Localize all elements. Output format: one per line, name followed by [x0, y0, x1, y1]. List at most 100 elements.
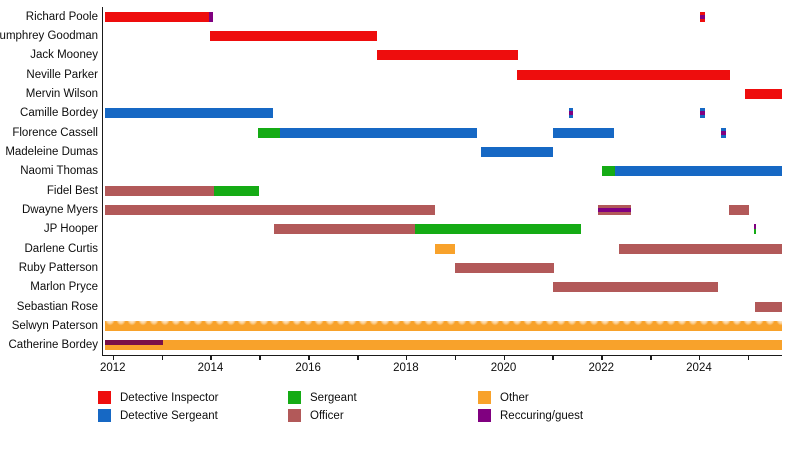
row-label: Richard Poole [25, 10, 98, 23]
timeline-bar-ds [280, 127, 477, 138]
axis-tick-label: 2020 [490, 362, 517, 374]
timeline-row: Darlene Curtis [25, 239, 782, 258]
timeline-bar-off [598, 204, 632, 215]
axis-tick [308, 355, 310, 360]
overlay-guest [720, 130, 726, 135]
row-label: Naomi Thomas [20, 165, 98, 178]
row-label: Mervin Wilson [25, 87, 98, 100]
timeline-row: Selwyn Paterson [12, 316, 782, 335]
timeline-bar-ds [553, 127, 615, 138]
row-label: Selwyn Paterson [11, 319, 98, 332]
timeline-bar-off [728, 204, 749, 215]
row-label: Ruby Patterson [18, 261, 98, 274]
row-label: Neville Parker [26, 68, 98, 81]
timeline-row: Fidel Best [47, 181, 782, 200]
axis-tick-label: 2014 [197, 362, 224, 374]
timeline-bar-off [104, 204, 435, 215]
timeline-bar-di [210, 30, 378, 41]
axis-tick [747, 355, 750, 360]
axis-tick-label: 2018 [393, 362, 419, 374]
row-label: Darlene Curtis [24, 242, 99, 255]
timeline-bar-guest [209, 11, 214, 22]
row-label: Sebastian Rose [16, 300, 98, 313]
axis-tick [405, 355, 408, 360]
timeline-row: Humphrey Goodman [0, 26, 782, 45]
timeline-row: Naomi Thomas [20, 162, 782, 181]
legend-swatch-other [478, 391, 491, 404]
axis-tick [210, 355, 212, 360]
timeline-bar-sgt [214, 185, 260, 196]
timeline-row: Dwayne Myers [22, 200, 782, 219]
axis-tick [503, 355, 506, 360]
axis-tick [357, 355, 359, 360]
legend-label: Other [500, 392, 529, 404]
row-label: Catherine Bordey [8, 339, 99, 352]
legend-swatch-di [98, 391, 111, 404]
timeline-bar-sgt [414, 224, 582, 235]
legend-label: Reccuring/guest [500, 410, 584, 422]
timeline-row: Ruby Patterson [19, 258, 782, 277]
legend-label: Detective Inspector [120, 392, 219, 404]
timeline-row: Jack Mooney [30, 46, 782, 65]
timeline-bar-off [754, 301, 782, 312]
timeline-bar-ds [720, 127, 726, 138]
timeline-bar-ds [615, 166, 782, 177]
timeline-bar-di [104, 11, 210, 22]
legend-swatch-sgt [288, 391, 301, 404]
timeline-bar-off [104, 185, 215, 196]
timeline-row: Catherine Bordey [9, 336, 782, 355]
timeline-row: Mervin Wilson [26, 84, 782, 103]
timeline-bar-di [699, 11, 705, 22]
legend-label: Officer [310, 410, 344, 422]
timeline-bar-sgt [602, 166, 616, 177]
legend-label: Sergeant [310, 392, 357, 404]
timeline-row: Sebastian Rose [17, 297, 782, 316]
legend-label: Detective Sergeant [120, 410, 218, 422]
timeline-bar-claret [104, 340, 163, 346]
legend-swatch-off [288, 409, 301, 422]
axis-tick [552, 355, 554, 360]
timeline-bar-di [516, 69, 730, 80]
axis-tick [698, 355, 701, 360]
row-label: Florence Cassell [12, 126, 98, 139]
overlay-guest [598, 207, 632, 212]
timeline-bar-di [377, 50, 518, 61]
row-label: Dwayne Myers [21, 203, 98, 216]
timeline-bar-ds [568, 108, 574, 119]
bar-highlight-pattern [104, 318, 782, 327]
axis-tick-label: 2016 [295, 362, 321, 374]
timeline-bar-di [744, 88, 782, 99]
row-label: Fidel Best [46, 184, 98, 197]
axis-tick [259, 355, 261, 360]
timeline-row: Neville Parker [26, 65, 782, 84]
timeline-row: Richard Poole [26, 7, 782, 26]
axis-tick [601, 355, 603, 360]
timeline-bar-off [553, 282, 718, 293]
legend-swatch-guest [478, 409, 491, 422]
row-label: Madeleine Dumas [5, 145, 98, 158]
axis-tick [454, 355, 457, 360]
timeline-row: Camille Bordey [20, 104, 782, 123]
timeline-bar-other [104, 340, 782, 351]
timeline-bar-ds [480, 146, 554, 157]
overlay-guest [699, 111, 705, 116]
row-label: Marlon Pryce [30, 281, 98, 294]
timeline-row: Marlon Pryce [30, 278, 782, 297]
overlay-guest [699, 14, 705, 19]
legend: Detective Inspector Detective Sergeant Ser… [0, 386, 800, 446]
row-label: Camille Bordey [20, 107, 98, 120]
timeline-bar-off [619, 243, 782, 254]
timeline-row: Madeleine Dumas [5, 142, 782, 161]
axis-tick [650, 355, 652, 360]
timeline-bar-off [454, 262, 555, 273]
overlay-guest [568, 111, 574, 116]
row-label: JP Hooper [43, 223, 98, 236]
overlay-guest [753, 224, 757, 230]
timeline-bar-ds [699, 108, 705, 119]
timeline-row: JP Hooper [44, 220, 782, 239]
timeline-bar-ds [104, 108, 273, 119]
axis-tick-label: 2024 [686, 362, 712, 374]
axis-tick-label: 2012 [99, 362, 126, 374]
timeline-bar-off [274, 224, 415, 235]
